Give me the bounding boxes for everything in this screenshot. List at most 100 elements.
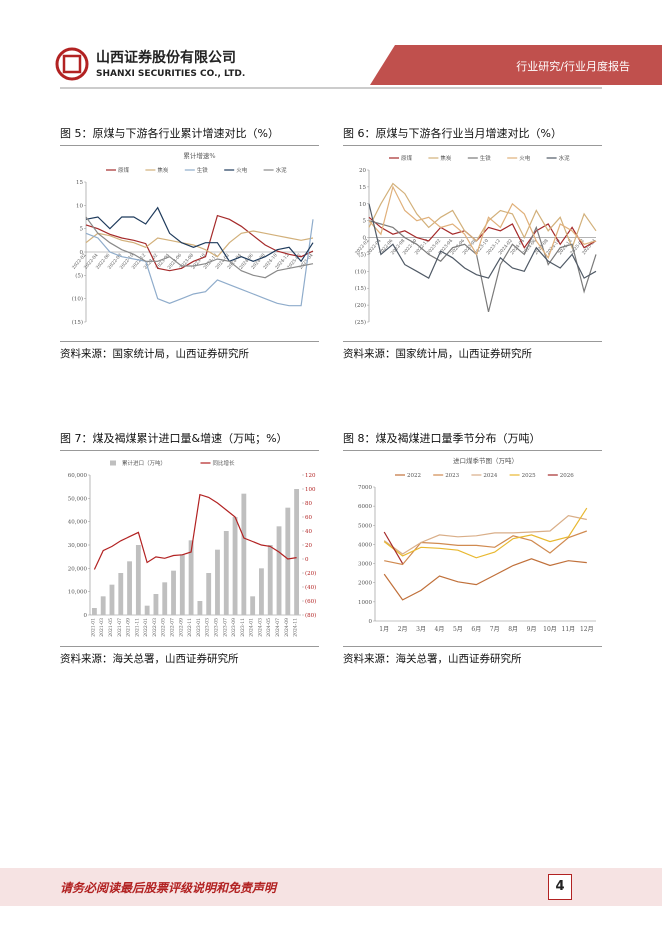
y-tick-label: 15 <box>359 185 366 191</box>
legend-label: 水泥 <box>276 166 288 174</box>
x-tick-label: 2月 <box>398 626 408 633</box>
legend-label: 同比增长 <box>213 459 236 467</box>
y-tick-label: 0 <box>369 619 373 625</box>
y-tick-label: 60 <box>305 515 312 521</box>
series-line <box>368 182 597 250</box>
bar <box>250 596 256 615</box>
header: 山西证券股份有限公司 SHANXI SECURITIES CO., LTD. 行… <box>55 45 662 89</box>
series-line <box>85 219 314 307</box>
y-tick-label: (20) <box>305 570 316 577</box>
legend-label: 2022 <box>407 473 421 479</box>
x-tick-label: 2024-01 <box>249 618 255 637</box>
bar <box>188 540 194 615</box>
x-tick-label: 2024-11 <box>293 618 299 637</box>
y-tick-label: 10 <box>76 203 83 209</box>
report-type: 行业研究/行业月度报告 <box>516 59 630 73</box>
rule <box>343 341 602 342</box>
chart: 进口煤季节图（万吨） 2022 2023 2024 2025 2026 0 1000 2000 3… <box>358 456 596 633</box>
bar <box>267 545 273 615</box>
x-tick-label: 2023-11 <box>240 618 246 637</box>
legend-label: 焦炭 <box>440 154 452 162</box>
y-tick-label: 20 <box>305 543 312 549</box>
y-tick-label: 7000 <box>358 485 372 491</box>
legend-label: 2026 <box>560 473 574 479</box>
x-tick-label: 2022-09 <box>178 618 184 637</box>
x-tick-label: 11月 <box>562 626 576 633</box>
y-tick-label: 30,000 <box>68 543 88 549</box>
x-tick-label: 2024-05 <box>266 618 272 637</box>
y-tick-label: (25) <box>355 319 366 326</box>
y-tick-label: 0 <box>80 250 84 256</box>
page-number: 4 <box>548 874 572 900</box>
rule <box>343 145 602 146</box>
bar <box>232 517 238 615</box>
y-tick-label: 0 <box>363 236 367 242</box>
legend-label: 2024 <box>483 473 497 479</box>
x-tick-label: 2023-05 <box>213 618 219 637</box>
y-tick-label: 50,000 <box>68 496 88 502</box>
series-line <box>85 214 314 272</box>
series-line <box>383 515 587 555</box>
y-tick-label: 80 <box>305 501 312 507</box>
legend-label: 生铁 <box>197 166 209 174</box>
company: 山西证券股份有限公司 <box>96 49 236 66</box>
x-tick-label: 2021-11 <box>134 618 140 637</box>
figure-caption: 图 5：原煤与下游各行业累计增速对比（%） <box>60 127 279 140</box>
y-tick-label: 60,000 <box>68 473 88 479</box>
chart: 累计增速%原煤 焦炭 生铁 火电 水泥151050(5)(10)(15)2022-022… <box>71 151 315 326</box>
bar <box>91 608 97 615</box>
bar <box>127 561 132 615</box>
x-tick-label: 2023-07 <box>222 618 228 637</box>
bar <box>215 549 220 615</box>
x-tick-label: 3月 <box>416 626 426 633</box>
bar <box>294 489 300 615</box>
legend-label: 水泥 <box>559 154 571 162</box>
bar <box>276 526 282 615</box>
rule <box>60 450 319 451</box>
figure-source: 资料来源：国家统计局，山西证券研究所 <box>60 348 249 360</box>
legend-swatch <box>110 460 116 466</box>
y-tick-label: 1000 <box>358 600 372 606</box>
series-line <box>93 493 297 570</box>
x-tick-label: 2022-07 <box>170 618 176 637</box>
x-tick-label: 2022-01 <box>143 618 149 637</box>
y-tick-label: 4000 <box>358 542 372 548</box>
logo-inner <box>62 54 82 74</box>
figure-source: 资料来源：海关总署，山西证券研究所 <box>60 653 239 665</box>
y-tick-label: 100 <box>305 487 316 493</box>
x-tick-label: 8月 <box>508 626 518 633</box>
y-tick-label: 5 <box>80 227 84 233</box>
figure-caption: 图 6：原煤与下游各行业当月增速对比（%） <box>343 127 562 140</box>
y-tick-label: (5) <box>75 272 83 279</box>
x-tick-label: 2021-03 <box>99 618 105 637</box>
bar <box>259 568 264 615</box>
x-tick-label: 2022-11 <box>187 618 193 637</box>
x-tick-label: 2021-01 <box>90 618 96 637</box>
bar <box>171 570 176 615</box>
x-tick-label: 10月 <box>543 626 557 633</box>
bar <box>162 582 168 615</box>
x-tick-label: 2022-05 <box>161 618 167 637</box>
y-tick-label: 10,000 <box>68 590 88 596</box>
series-line <box>384 530 588 566</box>
disclaimer: 请务必阅读最后股票评级说明和免责声明 <box>60 881 277 895</box>
rule <box>343 646 602 647</box>
chart-title: 累计增速% <box>183 151 215 160</box>
bar <box>206 573 212 615</box>
x-tick-label: 2023-01 <box>196 618 202 637</box>
x-tick-label: 12月 <box>580 626 594 633</box>
x-tick-label: 2021-09 <box>126 618 132 637</box>
bar <box>118 573 124 615</box>
figure-source: 资料来源：国家统计局，山西证券研究所 <box>343 348 532 360</box>
y-tick-label: (40) <box>305 584 316 591</box>
y-tick-label: 5 <box>363 219 367 225</box>
figure-caption: 图 7：煤及褐煤累计进口量&增速（万吨；%） <box>60 432 288 445</box>
chart: 原煤 焦炭 生铁 火电 水泥20151050(5)(10)(15)(20)(25)202… <box>354 154 598 326</box>
series-line <box>368 220 597 313</box>
y-tick-label: 0 <box>84 613 88 619</box>
rule <box>60 145 319 146</box>
y-tick-label: 10 <box>359 202 366 208</box>
x-tick-label: 2024-09 <box>284 618 290 637</box>
y-tick-label: (60) <box>305 598 316 605</box>
